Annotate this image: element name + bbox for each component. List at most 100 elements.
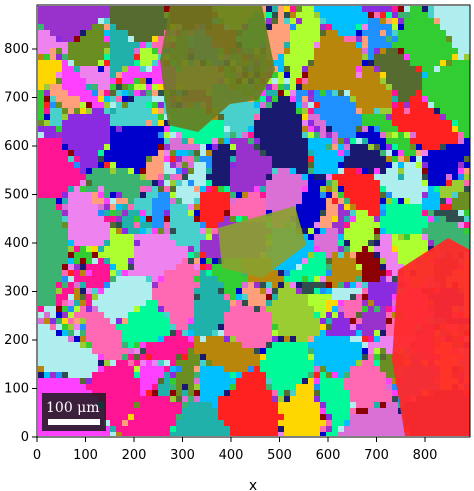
grain-pixel [284,312,290,318]
grain-pixel [284,300,290,306]
grain-pixel [290,414,296,420]
grain-pixel [200,228,206,234]
grain-pixel [236,108,242,114]
grain-pixel [134,174,140,180]
grain-pixel [68,90,74,96]
grain-pixel [356,78,362,84]
grain-pixel [296,120,302,126]
grain-pixel [188,132,194,138]
grain-pixel [110,18,116,24]
grain-pixel [338,276,344,282]
grain-pixel [464,204,470,210]
grain-pixel [272,90,278,96]
grain-pixel [152,72,158,78]
grain-pixel [326,414,332,420]
grain-pixel [296,306,302,312]
grain-pixel [44,294,50,300]
grain-pixel [122,408,128,414]
grain-pixel [158,24,164,30]
grain-pixel [254,114,260,120]
grain-pixel [446,36,452,42]
grain-pixel [212,312,218,318]
grain-pixel [164,222,170,228]
grain-pixel [206,390,212,396]
grain-pixel [170,270,176,276]
grain-pixel [134,84,140,90]
grain-pixel [182,174,188,180]
grain-pixel [320,192,326,198]
grain-pixel [158,396,164,402]
grain-pixel [188,156,194,162]
grain-pixel [296,192,302,198]
grain-pixel [116,60,122,66]
grain-pixel [326,162,332,168]
grain-pixel [68,282,74,288]
grain-pixel [344,72,350,78]
grain-pixel [62,312,68,318]
grain-pixel [296,408,302,414]
grain-pixel [170,318,176,324]
grain-pixel [308,324,314,330]
grain-pixel [62,24,68,30]
grain-pixel [122,108,128,114]
grain-pixel [140,246,146,252]
grain-pixel [50,114,56,120]
grain-pixel [368,336,374,342]
grain-pixel [242,144,248,150]
grain-pixel [176,162,182,168]
grain-pixel [344,312,350,318]
grain-pixel [302,246,308,252]
grain-pixel [128,366,134,372]
grain-pixel [428,180,434,186]
grain-pixel [338,312,344,318]
grain-pixel [134,228,140,234]
grain-pixel [344,222,350,228]
grain-pixel [104,300,110,306]
grain-pixel [278,180,284,186]
grain-pixel [356,24,362,30]
grain-pixel [338,198,344,204]
grain-pixel [242,126,248,132]
grain-pixel [296,186,302,192]
grain-pixel [350,402,356,408]
grain-pixel [422,162,428,168]
grain-pixel [80,204,86,210]
grain-pixel [290,30,296,36]
grain-pixel [254,132,260,138]
grain-pixel [284,54,290,60]
grain-pixel [380,252,386,258]
grain-pixel [128,84,134,90]
grain-pixel [458,96,464,102]
grain-pixel [404,252,410,258]
grain-pixel [338,372,344,378]
grain-pixel [134,384,140,390]
grain-pixel [140,264,146,270]
grain-pixel [362,186,368,192]
grain-pixel [140,162,146,168]
grain-pixel [152,378,158,384]
grain-pixel [86,198,92,204]
grain-pixel [236,282,242,288]
grain-pixel [98,150,104,156]
grain-pixel [260,342,266,348]
grain-pixel [392,216,398,222]
grain-pixel [302,318,308,324]
grain-pixel [146,204,152,210]
grain-pixel [56,246,62,252]
grain-pixel [56,168,62,174]
grain-pixel [434,240,440,246]
grain-pixel [152,384,158,390]
grain-pixel [314,204,320,210]
grain-pixel [362,264,368,270]
grain-pixel [104,12,110,18]
grain-pixel [464,78,470,84]
grain-pixel [86,354,92,360]
grain-pixel [266,138,272,144]
grain-pixel [122,114,128,120]
grain-pixel [338,366,344,372]
grain-pixel [368,6,374,12]
grain-pixel [296,90,302,96]
grain-pixel [344,288,350,294]
grain-pixel [326,318,332,324]
grain-pixel [62,366,68,372]
